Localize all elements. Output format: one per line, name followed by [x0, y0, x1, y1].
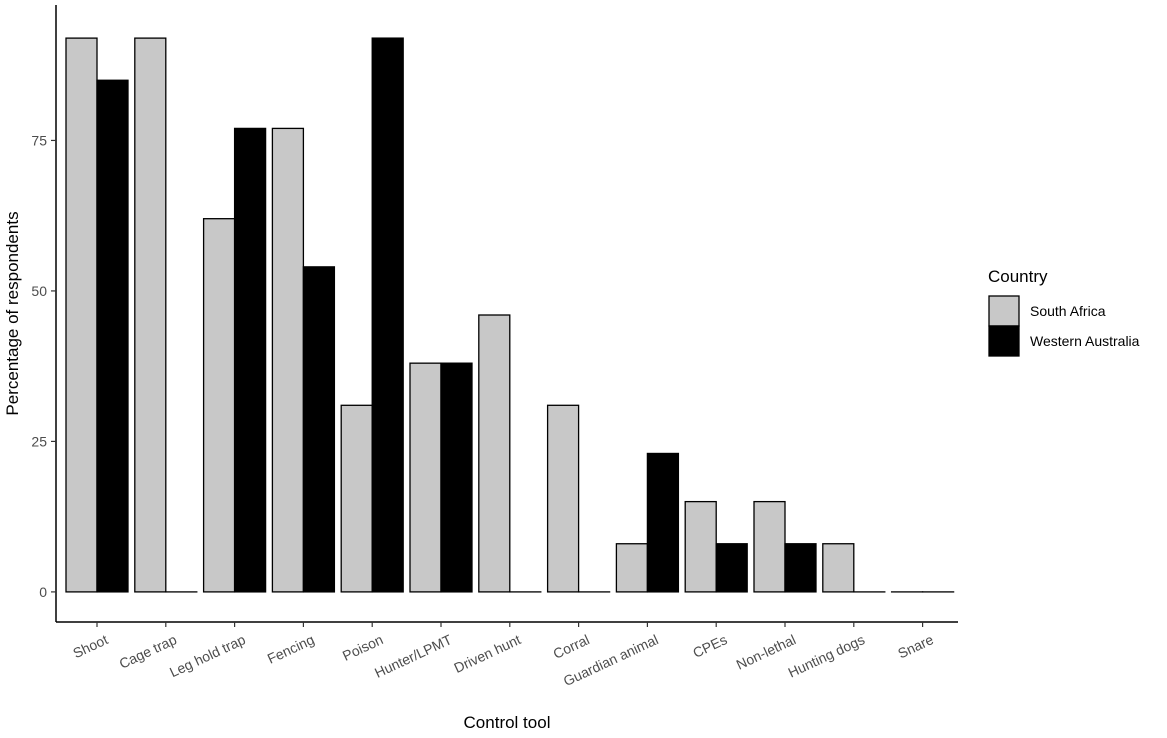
x-tick-label-snare: Snare: [895, 631, 936, 661]
bar-leg-hold-trap-western-australia: [235, 128, 266, 592]
legend-key-south-africa: [989, 296, 1019, 326]
legend-title: Country: [988, 267, 1048, 286]
bar-guardian-animal-western-australia: [647, 453, 678, 591]
x-tick-label-shoot: Shoot: [70, 631, 110, 661]
bar-corral-south-africa: [548, 405, 579, 592]
bar-guardian-animal-south-africa: [616, 544, 647, 592]
bar-non-lethal-western-australia: [785, 544, 816, 592]
bar-poison-western-australia: [372, 38, 403, 592]
bar-fencing-south-africa: [272, 128, 303, 592]
x-tick-label-hunter-lpmt: Hunter/LPMT: [372, 631, 455, 681]
bar-poison-south-africa: [341, 405, 372, 592]
y-ticks-group: 0 25 50 75: [31, 132, 56, 599]
bar-shoot-south-africa: [66, 38, 97, 592]
bar-hunter-lpmt-western-australia: [441, 363, 472, 592]
x-tick-label-leg-hold-trap: Leg hold trap: [167, 631, 248, 680]
bar-cpes-western-australia: [716, 544, 747, 592]
y-tick-label-25: 25: [31, 433, 47, 449]
y-axis-title: Percentage of respondents: [3, 211, 22, 415]
bar-hunting-dogs-south-africa: [823, 544, 854, 592]
x-tick-label-corral: Corral: [551, 631, 592, 662]
legend-key-western-australia: [989, 326, 1019, 356]
bars-group: [66, 38, 954, 592]
bar-driven-hunt-south-africa: [479, 315, 510, 592]
legend-label-south-africa: South Africa: [1030, 303, 1106, 319]
x-tick-label-hunting-dogs: Hunting dogs: [786, 631, 868, 680]
bar-shoot-western-australia: [97, 80, 128, 592]
y-tick-label-75: 75: [31, 132, 47, 148]
x-tick-label-driven-hunt: Driven hunt: [451, 631, 523, 676]
y-tick-label-0: 0: [39, 584, 47, 600]
x-tick-label-cpes: CPEs: [690, 631, 729, 661]
x-tick-label-fencing: Fencing: [265, 631, 317, 667]
bar-leg-hold-trap-south-africa: [204, 219, 235, 592]
x-tick-label-poison: Poison: [340, 631, 386, 664]
bar-hunter-lpmt-south-africa: [410, 363, 441, 592]
bar-non-lethal-south-africa: [754, 502, 785, 592]
y-tick-label-50: 50: [31, 283, 47, 299]
x-axis-title: Control tool: [464, 713, 551, 732]
legend-label-western-australia: Western Australia: [1030, 333, 1140, 349]
legend: Country South Africa Western Australia: [988, 267, 1140, 356]
bar-cage-trap-south-africa: [135, 38, 166, 592]
bar-fencing-western-australia: [303, 267, 334, 592]
bar-cpes-south-africa: [685, 502, 716, 592]
